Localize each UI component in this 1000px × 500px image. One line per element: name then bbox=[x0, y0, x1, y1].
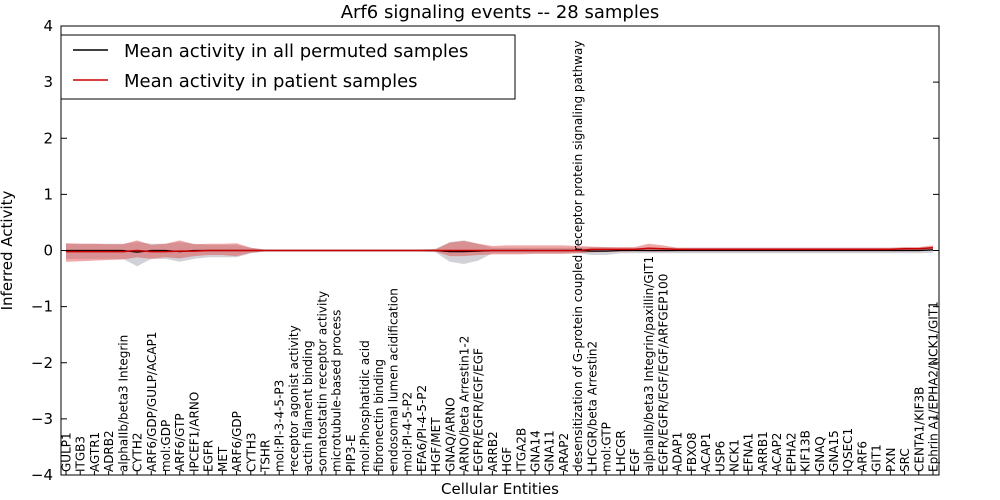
x-tick-label: ARF6 bbox=[855, 441, 869, 472]
x-tick-label: PIP3-E bbox=[344, 434, 358, 472]
x-tick-label: GNA14 bbox=[529, 430, 543, 472]
y-tick-label: 4 bbox=[43, 17, 53, 35]
x-tick-label: ARRB2 bbox=[486, 431, 500, 472]
x-tick-label: ACAP1 bbox=[699, 433, 713, 472]
x-tick-label: HGF bbox=[500, 447, 514, 472]
x-tick-label: HGF/MET bbox=[429, 417, 443, 472]
x-tick-label: receptor agonist activity bbox=[287, 325, 301, 472]
x-tick-label: actin filament binding bbox=[301, 340, 315, 472]
x-tick-label: ARAP2 bbox=[557, 433, 571, 472]
y-tick-label: 2 bbox=[43, 129, 53, 147]
x-tick-label: GNAQ bbox=[813, 436, 827, 472]
x-tick-label: endosomal lumen acidification bbox=[386, 288, 400, 472]
y-tick-label: −3 bbox=[31, 410, 53, 428]
x-tick-label: mol:GDP bbox=[159, 420, 173, 472]
x-tick-label: ADAP1 bbox=[671, 432, 685, 472]
x-tick-label: IQSEC1 bbox=[841, 428, 855, 472]
x-tick-label: FBXO8 bbox=[685, 432, 699, 472]
x-tick-label: ARF6/GDP/GULP/ACAP1 bbox=[145, 332, 159, 472]
x-tick-label: PXN bbox=[884, 448, 898, 472]
x-tick-label: AGTR1 bbox=[88, 432, 102, 472]
x-tick-label: ARF6/GDP bbox=[230, 411, 244, 472]
x-tick-label: CYTH3 bbox=[244, 433, 258, 473]
x-tick-label: ARRB1 bbox=[756, 431, 770, 472]
x-tick-label: EFA6/PI-4-5-P2 bbox=[415, 385, 429, 472]
x-tick-label: Ephrin A1/EPHA2/NCK1/GIT1 bbox=[927, 301, 941, 472]
series-line-patient bbox=[66, 246, 934, 253]
x-tick-label: mol:GTP bbox=[600, 422, 614, 472]
x-tick-label: ITGB3 bbox=[74, 436, 88, 472]
x-axis-label: Cellular Entities bbox=[441, 480, 559, 498]
x-axis: GULP1 ITGB3 AGTR1 ADRB2 alphaIIb/beta3 Integ… bbox=[60, 41, 941, 475]
x-tick-label: alphaIIb/beta3 Integrin bbox=[116, 335, 130, 472]
legend: Mean activity in all permuted samples Me… bbox=[60, 34, 516, 100]
x-tick-label: mol:Phosphatidic acid bbox=[358, 340, 372, 472]
x-tick-label: USP6 bbox=[713, 441, 727, 472]
x-tick-label: LHCGR bbox=[614, 430, 628, 472]
x-tick-label: mol:PI-3-4-5-P3 bbox=[273, 380, 287, 472]
y-tick-label: 0 bbox=[43, 242, 53, 260]
legend-box bbox=[60, 34, 516, 100]
x-tick-label: mol:PI-4-5-P2 bbox=[401, 392, 415, 472]
x-tick-label: LHCGR/beta Arrestin2 bbox=[585, 341, 599, 472]
x-tick-label: NCK1 bbox=[728, 439, 742, 472]
x-tick-label: TSHR bbox=[258, 440, 272, 473]
x-tick-label: ADRB2 bbox=[102, 430, 116, 472]
x-tick-label: GNA11 bbox=[543, 430, 557, 472]
x-tick-label: EFNA1 bbox=[742, 433, 756, 472]
x-tick-label: fibronectin binding bbox=[372, 359, 386, 472]
x-tick-label: EGFR bbox=[202, 440, 216, 472]
x-tick-label: GNA15 bbox=[827, 430, 841, 472]
x-tick-label: KIF13B bbox=[799, 430, 813, 472]
x-tick-label: EGF bbox=[628, 448, 642, 472]
legend-label-permuted: Mean activity in all permuted samples bbox=[124, 41, 468, 62]
y-tick-label: −4 bbox=[31, 466, 53, 484]
y-tick-label: −1 bbox=[31, 298, 53, 316]
x-tick-label: desensitization of G-protein coupled rec… bbox=[571, 41, 585, 472]
x-tick-label: EGFR/EGFR/EGF/EGF/ARFGEP100 bbox=[656, 274, 670, 472]
x-tick-label: GNAQ/ARNO bbox=[443, 397, 457, 472]
x-tick-label: EGFR/EGFR/EGF/EGF bbox=[472, 348, 486, 472]
y-tick-label: −2 bbox=[31, 354, 53, 372]
plot-area bbox=[66, 240, 934, 267]
x-tick-label: ITGA2B bbox=[514, 428, 528, 472]
x-tick-label: GULP1 bbox=[60, 432, 74, 472]
x-tick-label: CYTH2 bbox=[131, 433, 145, 473]
x-tick-label: EPHA2 bbox=[784, 432, 798, 472]
y-tick-label: 1 bbox=[43, 185, 53, 203]
x-tick-label: IPCEF1/ARNO bbox=[187, 392, 201, 472]
x-tick-label: ACAP2 bbox=[770, 433, 784, 472]
y-axis-label: Inferred Activity bbox=[0, 190, 16, 310]
x-tick-label: CENTA1/KIF3B bbox=[912, 387, 926, 472]
x-tick-label: somatostatin receptor activity bbox=[315, 291, 329, 472]
y-axis: −4 −3 −2 −1 0 1 2 3 4 bbox=[31, 17, 939, 484]
x-tick-label: ARF6/GTP bbox=[173, 413, 187, 472]
x-tick-label: alphaIIb/beta3 Integrin/paxillin/GIT1 bbox=[642, 256, 656, 472]
x-tick-label: MET bbox=[216, 446, 230, 472]
x-tick-label: GIT1 bbox=[870, 444, 884, 472]
x-tick-label: ARNO/beta Arrestin1-2 bbox=[457, 336, 471, 472]
legend-label-patient: Mean activity in patient samples bbox=[124, 71, 418, 92]
chart-title: Arf6 signaling events -- 28 samples bbox=[341, 2, 660, 23]
y-tick-label: 3 bbox=[43, 73, 53, 91]
x-tick-label: SRC bbox=[898, 448, 912, 472]
x-tick-label: microtubule-based process bbox=[330, 310, 344, 472]
